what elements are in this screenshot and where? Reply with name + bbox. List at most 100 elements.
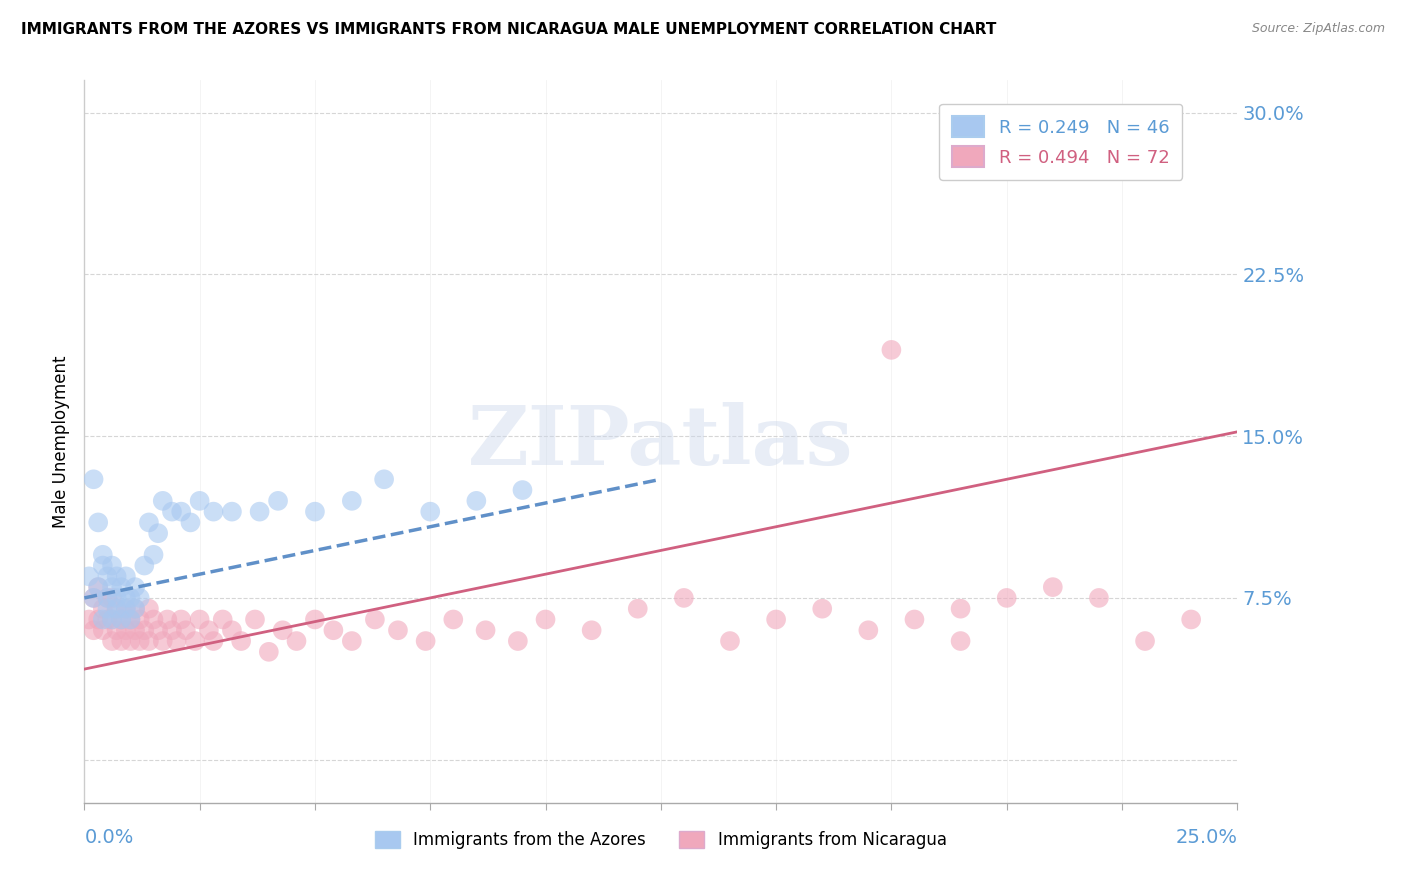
Point: [211, 612, 233, 626]
Point: [271, 624, 294, 638]
Point: [322, 624, 344, 638]
Point: [198, 624, 221, 638]
Point: [340, 493, 363, 508]
Point: [110, 612, 132, 626]
Point: [249, 505, 271, 519]
Point: [115, 591, 138, 605]
Point: [1180, 612, 1202, 626]
Point: [188, 612, 211, 626]
Point: [415, 634, 437, 648]
Point: [364, 612, 387, 626]
Point: [91, 601, 114, 615]
Point: [627, 601, 650, 615]
Point: [91, 548, 114, 562]
Point: [105, 569, 128, 583]
Point: [231, 634, 253, 648]
Point: [512, 483, 534, 497]
Point: [146, 624, 169, 638]
Point: [128, 612, 150, 626]
Point: [83, 624, 105, 638]
Point: [184, 634, 207, 648]
Point: [285, 634, 308, 648]
Point: [257, 645, 280, 659]
Point: [110, 634, 132, 648]
Point: [134, 624, 156, 638]
Text: IMMIGRANTS FROM THE AZORES VS IMMIGRANTS FROM NICARAGUA MALE UNEMPLOYMENT CORREL: IMMIGRANTS FROM THE AZORES VS IMMIGRANTS…: [21, 22, 997, 37]
Point: [949, 601, 972, 615]
Point: [87, 516, 110, 530]
Point: [138, 601, 160, 615]
Point: [105, 591, 128, 605]
Point: [202, 634, 225, 648]
Point: [903, 612, 925, 626]
Point: [1133, 634, 1156, 648]
Point: [765, 612, 787, 626]
Legend: Immigrants from the Azores, Immigrants from Nicaragua: Immigrants from the Azores, Immigrants f…: [368, 824, 953, 856]
Point: [441, 612, 464, 626]
Point: [101, 612, 124, 626]
Point: [156, 612, 179, 626]
Point: [105, 601, 128, 615]
Point: [166, 634, 188, 648]
Point: [96, 601, 118, 615]
Point: [221, 505, 243, 519]
Point: [91, 612, 114, 626]
Point: [77, 569, 100, 583]
Point: [96, 591, 118, 605]
Point: [949, 634, 972, 648]
Point: [124, 601, 146, 615]
Point: [87, 580, 110, 594]
Point: [83, 591, 105, 605]
Point: [243, 612, 266, 626]
Point: [304, 612, 326, 626]
Text: ZIPatlas: ZIPatlas: [468, 401, 853, 482]
Point: [146, 526, 169, 541]
Point: [506, 634, 529, 648]
Point: [110, 580, 132, 594]
Point: [105, 624, 128, 638]
Point: [202, 505, 225, 519]
Point: [96, 612, 118, 626]
Point: [110, 612, 132, 626]
Point: [87, 612, 110, 626]
Point: [124, 601, 146, 615]
Point: [672, 591, 695, 605]
Text: 25.0%: 25.0%: [1175, 828, 1237, 847]
Point: [101, 558, 124, 573]
Point: [718, 634, 741, 648]
Point: [142, 548, 165, 562]
Point: [880, 343, 903, 357]
Point: [419, 505, 441, 519]
Point: [115, 601, 138, 615]
Point: [128, 591, 150, 605]
Point: [1042, 580, 1064, 594]
Point: [96, 569, 118, 583]
Point: [115, 601, 138, 615]
Point: [179, 516, 201, 530]
Point: [1088, 591, 1111, 605]
Point: [138, 634, 160, 648]
Point: [474, 624, 496, 638]
Point: [581, 624, 603, 638]
Point: [152, 634, 174, 648]
Point: [174, 624, 197, 638]
Point: [534, 612, 557, 626]
Point: [83, 472, 105, 486]
Point: [101, 591, 124, 605]
Point: [142, 612, 165, 626]
Point: [120, 612, 142, 626]
Point: [120, 591, 142, 605]
Point: [115, 569, 138, 583]
Point: [101, 580, 124, 594]
Point: [120, 634, 142, 648]
Point: [811, 601, 834, 615]
Point: [160, 624, 183, 638]
Point: [134, 558, 156, 573]
Point: [105, 601, 128, 615]
Point: [340, 634, 363, 648]
Text: 0.0%: 0.0%: [84, 828, 134, 847]
Point: [128, 634, 150, 648]
Point: [77, 612, 100, 626]
Point: [373, 472, 395, 486]
Point: [160, 505, 183, 519]
